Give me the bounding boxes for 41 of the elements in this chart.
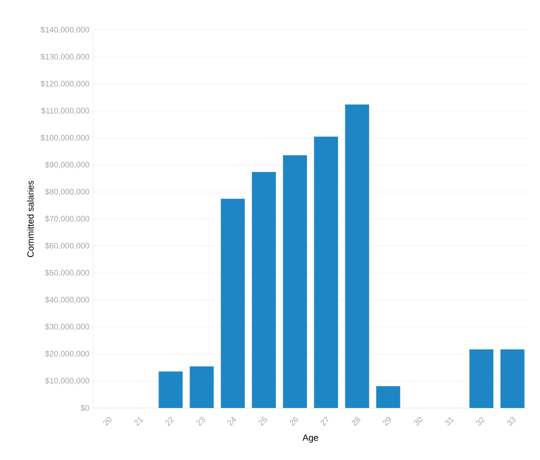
x-tick-label: 25 [258,416,267,426]
y-tick-label: $20,000,000 [45,350,90,358]
y-tick-label: $140,000,000 [40,26,90,34]
x-tick-label: 20 [103,417,112,426]
y-tick-label: $120,000,000 [40,80,90,88]
bar [469,349,494,408]
bar [190,366,214,408]
y-axis-title: Committed salaries [27,180,34,258]
bar [220,198,245,408]
y-tick-label: $90,000,000 [45,162,90,168]
x-tick-label: 30 [414,417,422,426]
y-tick-label: $30,000,000 [45,324,90,330]
x-tick-label: 21 [134,417,144,426]
x-tick-label: 24 [228,416,236,426]
bar [376,386,400,408]
x-tick-label: 33 [507,416,516,426]
y-tick-label: $80,000,000 [45,188,90,196]
x-tick-label: 32 [476,416,486,426]
y-tick-label: $40,000,000 [45,296,90,304]
bar [345,104,370,408]
bar [252,172,276,408]
bar [158,372,183,408]
y-tick-label: $130,000,000 [40,54,90,60]
x-tick-label: 27 [320,416,328,426]
bar [500,349,524,408]
bar [314,136,338,408]
y-tick-label: $70,000,000 [45,216,90,222]
x-tick-label: 22 [165,416,174,426]
y-tick-label: $10,000,000 [45,378,90,384]
y-tick-label: $60,000,000 [45,242,90,250]
x-axis-title: Age [302,434,318,443]
x-tick-label: 26 [290,416,298,426]
x-tick-label: 29 [382,417,392,426]
y-tick-label: $50,000,000 [45,270,90,276]
y-tick-label: $110,000,000 [41,108,90,114]
x-tick-label: 31 [444,417,454,426]
y-tick-label: $0 [80,404,90,412]
y-tick-label: $100,000,000 [40,134,90,142]
bar [282,155,307,408]
x-tick-label: 28 [352,416,360,426]
x-tick-label: 23 [196,416,205,426]
